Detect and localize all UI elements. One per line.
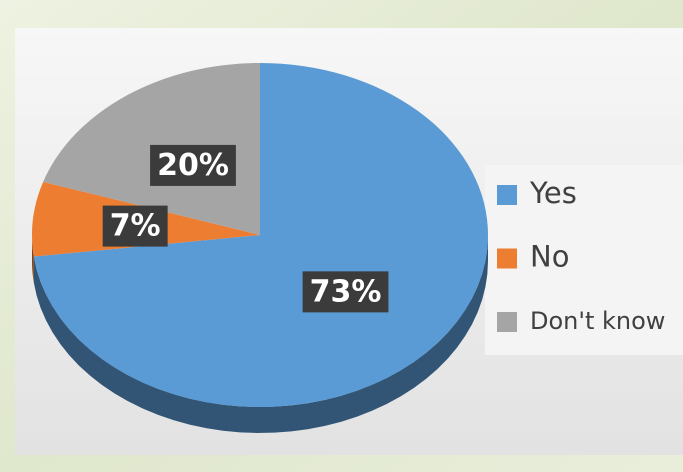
legend-swatch xyxy=(497,312,517,332)
legend-label: No xyxy=(530,240,569,274)
data-label: 7% xyxy=(102,205,168,247)
data-label: 73% xyxy=(302,271,389,313)
data-label-box xyxy=(302,271,389,313)
data-label-text: 7% xyxy=(110,209,161,244)
data-label-text: 73% xyxy=(310,274,382,309)
legend-label: Yes xyxy=(529,176,577,210)
data-label-box xyxy=(102,205,168,247)
legend-label: Don't know xyxy=(530,307,665,335)
legend-swatch xyxy=(497,185,517,205)
data-label: 20% xyxy=(150,144,236,186)
data-label-box xyxy=(150,144,236,186)
legend-swatch xyxy=(497,248,517,269)
legend-box xyxy=(485,165,683,355)
pie-slice xyxy=(33,63,488,408)
slice-side xyxy=(32,235,34,283)
data-label-text: 20% xyxy=(157,148,229,183)
